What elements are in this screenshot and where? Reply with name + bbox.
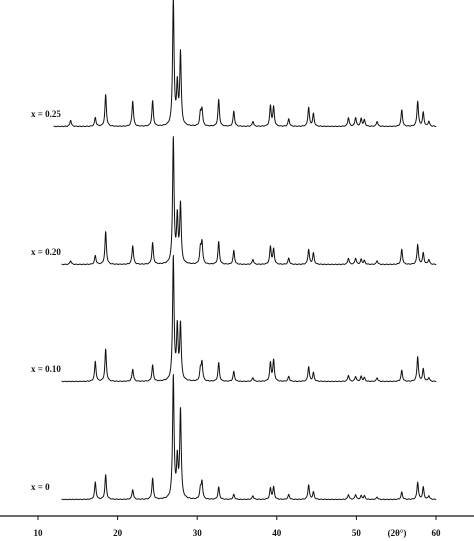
x-axis-tick-label-1: 20	[113, 528, 123, 538]
x-axis-ticks: 10 20 30 40 50 60	[34, 516, 442, 538]
series-label-2: x = 0.10	[31, 364, 61, 374]
series-line-1	[61, 136, 437, 266]
series-line-3	[61, 374, 437, 501]
series-layer: x = 0.25 x = 0.20 x = 0.10 x = 0	[31, 0, 437, 501]
x-axis-tick-label-5: 60	[432, 528, 442, 538]
x-axis-tick-label-4: 50	[352, 528, 362, 538]
series-label-0: x = 0.25	[31, 109, 61, 119]
series-label-1: x = 0.20	[31, 247, 61, 257]
series-line-0	[53, 0, 437, 128]
x-axis-tick-label-2: 30	[193, 528, 203, 538]
x-axis-tick-label-3: 40	[272, 528, 282, 538]
x-axis-tick-label-0: 10	[34, 528, 44, 538]
series-label-3: x = 0	[31, 482, 50, 492]
series-line-2	[61, 254, 437, 383]
x-axis: 10 20 30 40 50 60 (2θ°)	[0, 515, 474, 538]
x-axis-label: (2θ°)	[388, 528, 407, 538]
